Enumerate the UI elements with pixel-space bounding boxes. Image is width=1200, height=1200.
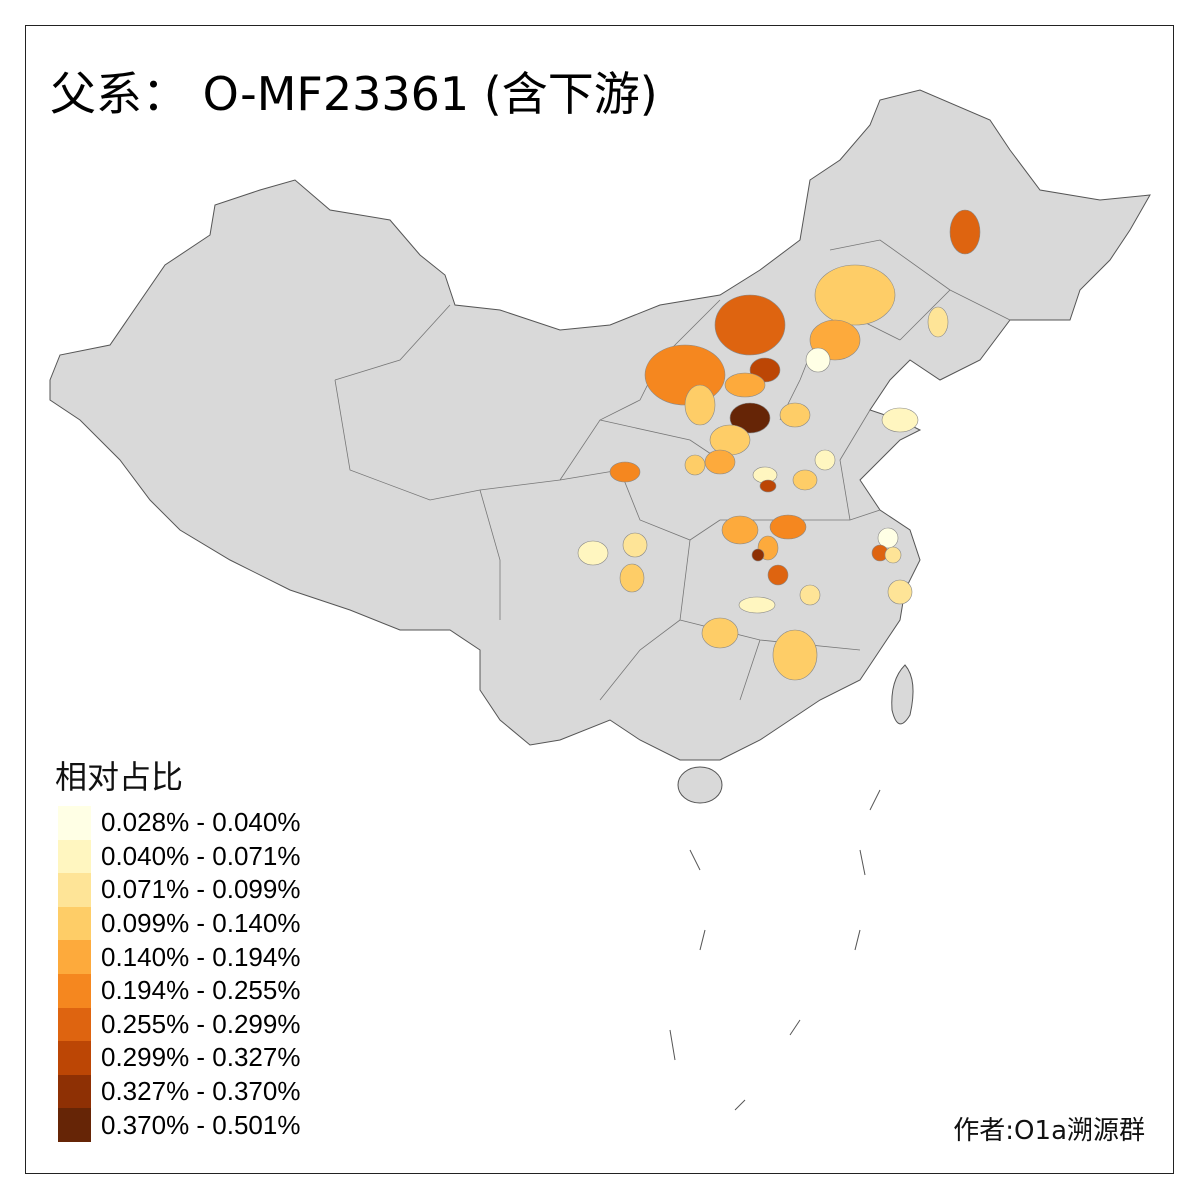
legend-item: 0.255% - 0.299%: [58, 1007, 301, 1042]
legend-swatch: [58, 1007, 91, 1042]
legend-item: 0.299% - 0.327%: [58, 1041, 300, 1075]
legend-swatch: [58, 873, 91, 907]
legend-swatch: [58, 940, 91, 974]
region-18: [814, 449, 836, 471]
base-map: [49, 89, 1151, 1111]
plot-frame: [25, 25, 1174, 1174]
region-4: [805, 347, 831, 373]
hainan-island: [677, 766, 723, 804]
region-8: [724, 372, 766, 398]
region-36: [772, 629, 818, 681]
china-outline: [49, 89, 1151, 761]
south-sea-boundary: [689, 849, 701, 871]
region-1: [814, 264, 896, 326]
legend-swatch: [58, 906, 91, 941]
province-border: [334, 304, 451, 381]
region-31: [884, 546, 902, 564]
legend-item: 0.370% - 0.501%: [58, 1108, 300, 1142]
legend-label: 0.071% - 0.099%: [101, 874, 301, 905]
region-27: [577, 540, 609, 566]
province-border: [559, 299, 721, 481]
legend-label: 0.040% - 0.071%: [101, 840, 301, 871]
south-sea-boundary: [669, 1029, 676, 1061]
region-13: [704, 449, 736, 475]
province-border: [839, 409, 871, 521]
south-sea-boundary: [699, 929, 706, 951]
province-border: [334, 379, 621, 501]
region-15: [609, 461, 641, 483]
region-14: [684, 454, 706, 476]
page-title: 父系： O-MF23361 (含下游): [50, 67, 658, 121]
legend-label: 0.028% - 0.040%: [101, 807, 301, 838]
region-17: [759, 479, 777, 493]
legend-item: 0.071% - 0.099%: [58, 873, 300, 907]
legend-swatch: [58, 1108, 91, 1142]
legend-title: 相对占比: [55, 758, 184, 796]
province-border: [739, 639, 761, 701]
legend-swatch: [58, 839, 91, 874]
legend-swatch: [58, 1041, 91, 1075]
legend: 0.028% - 0.040% 0.040% - 0.071% 0.071% - 0…: [58, 806, 300, 1142]
author-credit: 作者:O1a溯源群: [953, 1116, 1145, 1146]
legend-item: 0.194% - 0.255%: [58, 973, 301, 1008]
region-35: [701, 617, 739, 649]
region-26: [622, 532, 648, 558]
south-sea-boundary: [869, 789, 881, 811]
south-sea-boundary: [854, 929, 861, 951]
province-border: [479, 489, 501, 620]
region-5: [714, 294, 786, 356]
legend-label: 0.327% - 0.370%: [101, 1076, 301, 1107]
province-border: [829, 239, 951, 291]
region-25: [767, 564, 789, 586]
legend-label: 0.255% - 0.299%: [101, 1008, 301, 1039]
legend-item: 0.040% - 0.071%: [58, 839, 301, 874]
legend-item: 0.099% - 0.140%: [58, 906, 301, 941]
legend-swatch: [58, 806, 91, 840]
legend-label: 0.140% - 0.194%: [101, 941, 301, 972]
region-22: [769, 514, 807, 540]
legend-swatch: [58, 973, 91, 1008]
taiwan-island: [891, 664, 914, 725]
legend-label: 0.299% - 0.327%: [101, 1042, 301, 1073]
legend-item: 0.140% - 0.194%: [58, 940, 300, 974]
south-sea-boundary: [734, 1099, 746, 1111]
region-28: [619, 563, 645, 593]
region-11: [779, 402, 811, 428]
province-border: [619, 469, 721, 541]
region-19: [792, 469, 818, 491]
legend-item: 0.028% - 0.040%: [58, 806, 300, 840]
region-9: [684, 384, 716, 426]
province-border: [599, 539, 691, 701]
south-sea-boundary: [859, 849, 866, 876]
region-29: [877, 527, 899, 549]
region-34: [799, 584, 821, 606]
region-3: [927, 306, 949, 338]
legend-swatch: [58, 1074, 91, 1109]
region-10: [729, 402, 771, 434]
region-20: [881, 407, 919, 433]
legend-label: 0.370% - 0.501%: [101, 1109, 301, 1140]
highlighted-regions: [577, 209, 981, 681]
region-33: [738, 596, 776, 614]
region-21: [721, 515, 759, 545]
south-sea-boundary: [789, 1019, 801, 1036]
region-0: [949, 209, 981, 255]
legend-label: 0.099% - 0.140%: [101, 908, 301, 939]
legend-item: 0.327% - 0.370%: [58, 1074, 301, 1109]
region-32: [887, 579, 913, 605]
region-24: [751, 548, 765, 562]
legend-label: 0.194% - 0.255%: [101, 975, 301, 1006]
